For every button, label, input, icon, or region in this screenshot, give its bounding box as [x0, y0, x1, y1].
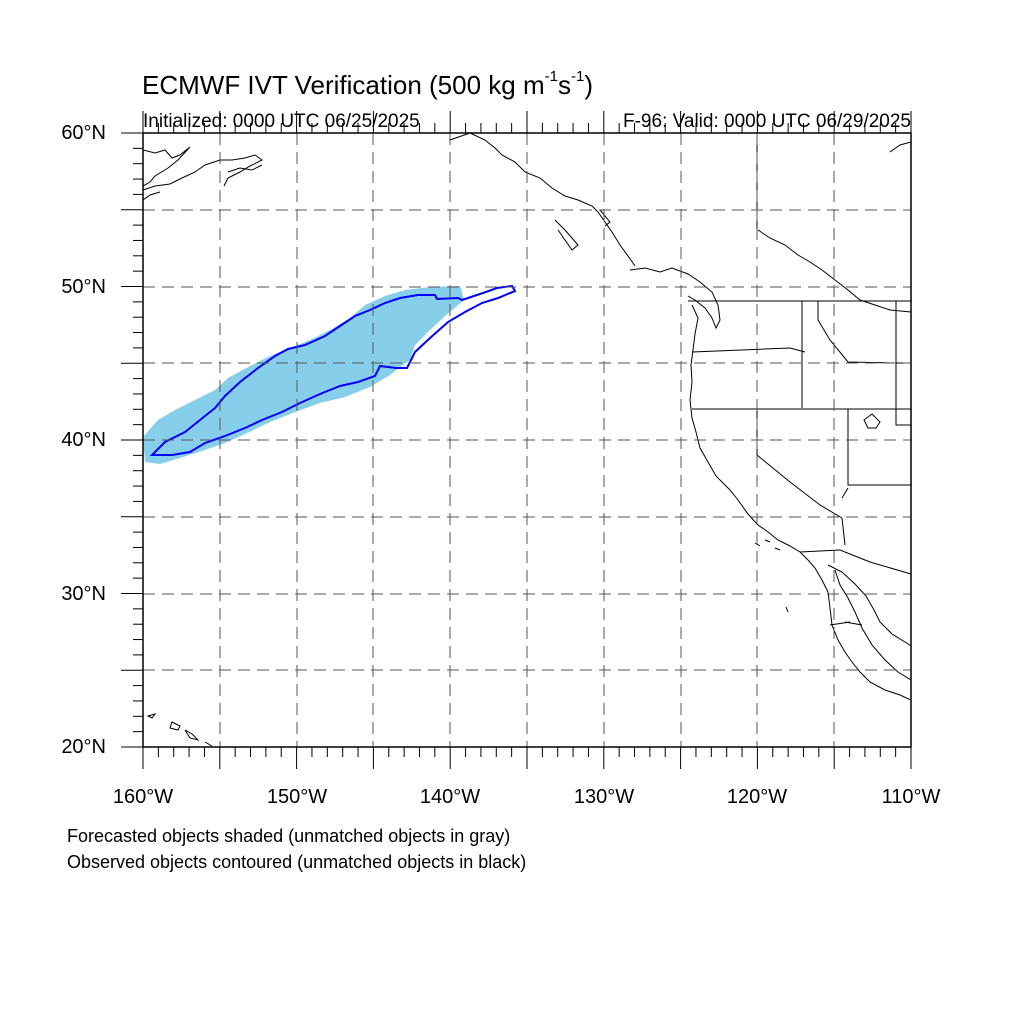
- initialized-label: Initialized: 0000 UTC 06/25/2025: [143, 111, 420, 132]
- lon-label-150w: 150°W: [266, 786, 328, 808]
- forecast-object-shading: [143, 286, 464, 464]
- lon-label-130w: 130°W: [573, 786, 635, 808]
- valid-label: F-96: Valid: 0000 UTC 06/29/2025: [623, 111, 911, 132]
- lon-label-140w: 140°W: [419, 786, 481, 808]
- grid-lines: [143, 133, 911, 747]
- axis-ticks: [121, 111, 912, 769]
- lon-label-160w: 160°W: [112, 786, 174, 808]
- coastlines: [143, 133, 911, 747]
- lat-label-40: 40°N: [61, 429, 106, 451]
- plot-title: ECMWF IVT Verification (500 kg m-1s-1): [142, 68, 593, 100]
- note-forecast: Forecasted objects shaded (unmatched obj…: [67, 826, 511, 846]
- lat-label-20: 20°N: [61, 736, 106, 758]
- lat-label-30: 30°N: [61, 583, 106, 605]
- lat-label-60: 60°N: [61, 122, 106, 144]
- political-borders: [688, 133, 911, 626]
- lat-label-50: 50°N: [61, 276, 106, 298]
- lon-label-110w: 110°W: [881, 786, 941, 808]
- note-observed: Observed objects contoured (unmatched ob…: [67, 852, 527, 872]
- lon-label-120w: 120°W: [726, 786, 788, 808]
